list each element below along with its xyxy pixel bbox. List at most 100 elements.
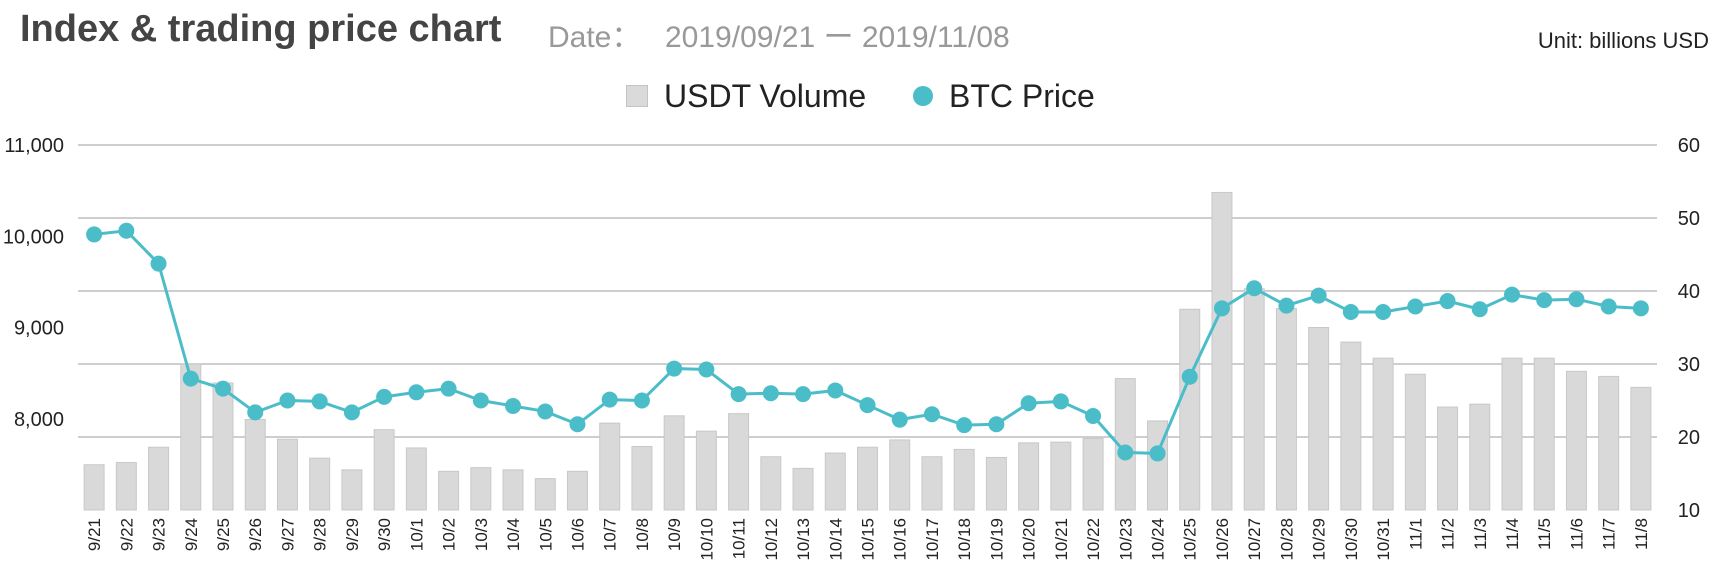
btc-price-point xyxy=(1117,444,1134,461)
x-axis-tick-label: 11/8 xyxy=(1632,518,1651,550)
btc-price-point xyxy=(1052,393,1069,410)
volume-bar xyxy=(212,382,234,511)
legend-item-btc-price[interactable]: BTC Price xyxy=(913,74,1095,118)
legend-dot-swatch-icon xyxy=(913,86,933,106)
volume-bar xyxy=(438,470,460,511)
x-axis-tick-label: 10/5 xyxy=(536,518,555,551)
volume-bar xyxy=(1469,403,1491,511)
volume-bar xyxy=(1308,327,1330,511)
volume-bar xyxy=(1372,357,1394,511)
btc-price-point xyxy=(1568,291,1585,308)
btc-price-point xyxy=(150,255,167,272)
right-axis-tick-label: 10 xyxy=(1678,500,1700,522)
x-axis-tick-label: 10/13 xyxy=(794,518,813,561)
left-axis-tick-label: 8,000 xyxy=(14,409,64,431)
x-axis-tick-label: 10/28 xyxy=(1277,518,1296,561)
volume-bar xyxy=(566,470,588,511)
btc-price-point xyxy=(730,386,747,403)
x-axis-tick-label: 10/6 xyxy=(568,518,587,551)
btc-price-point xyxy=(1181,368,1198,385)
btc-price-point xyxy=(1600,298,1617,315)
x-axis-tick-label: 10/24 xyxy=(1149,518,1168,561)
btc-price-point xyxy=(1342,303,1359,320)
volume-bar xyxy=(1437,406,1459,511)
btc-price-point xyxy=(795,386,812,403)
volume-bar xyxy=(276,438,298,511)
btc-price-point xyxy=(537,403,554,420)
volume-bar xyxy=(309,457,331,511)
volume-bar xyxy=(1179,308,1201,511)
x-axis-tick-label: 10/30 xyxy=(1342,518,1361,561)
x-axis-tick-label: 10/8 xyxy=(633,518,652,551)
chart-title: Index & trading price chart xyxy=(20,8,502,50)
x-axis-tick-label: 9/21 xyxy=(85,518,104,551)
volume-bar xyxy=(1018,442,1040,511)
volume-bar xyxy=(792,467,814,511)
btc-price-point xyxy=(1278,297,1295,314)
legend-label-usdt-volume: USDT Volume xyxy=(664,77,867,114)
x-axis-tick-label: 10/14 xyxy=(826,518,845,561)
x-axis-tick-label: 10/23 xyxy=(1116,518,1135,561)
volume-bar xyxy=(1598,375,1620,511)
btc-price-point xyxy=(1407,298,1424,315)
x-axis-tick-label: 10/2 xyxy=(440,518,459,551)
btc-price-point xyxy=(118,222,135,239)
x-axis-tick-label: 9/23 xyxy=(150,518,169,551)
volume-bar xyxy=(534,478,556,511)
btc-price-point xyxy=(859,397,876,414)
legend: USDT Volume BTC Price xyxy=(0,74,1721,118)
volume-bar xyxy=(1404,373,1426,511)
volume-bar xyxy=(985,456,1007,511)
volume-bar xyxy=(728,413,750,511)
volume-bar xyxy=(148,446,170,511)
x-axis-tick-label: 10/21 xyxy=(1052,518,1071,561)
volume-bar xyxy=(1082,437,1104,511)
volume-bar xyxy=(760,456,782,511)
btc-price-point xyxy=(666,360,683,377)
btc-price-point xyxy=(1632,300,1649,317)
btc-price-point xyxy=(182,370,199,387)
volume-bar xyxy=(470,467,492,511)
left-axis-tick-label: 9,000 xyxy=(14,318,64,340)
x-axis-tick-label: 11/4 xyxy=(1503,518,1522,550)
volume-bar xyxy=(83,464,105,511)
x-axis-tick-label: 10/29 xyxy=(1310,518,1329,561)
btc-price-point xyxy=(698,361,715,378)
x-axis-tick-label: 11/5 xyxy=(1535,518,1554,550)
btc-price-point xyxy=(762,385,779,402)
x-axis-tick-label: 11/1 xyxy=(1406,518,1425,550)
unit-label: Unit: billions USD xyxy=(1537,28,1709,53)
volume-bar xyxy=(631,445,653,511)
btc-price-point xyxy=(1375,303,1392,320)
x-axis-tick-label: 9/22 xyxy=(117,518,136,551)
volume-bar xyxy=(663,415,685,511)
right-axis-tick-label: 20 xyxy=(1678,427,1700,449)
x-axis-tick-label: 11/2 xyxy=(1439,518,1458,550)
x-axis-tick-label: 10/12 xyxy=(762,518,781,561)
btc-price-point xyxy=(633,392,650,409)
legend-item-usdt-volume[interactable]: USDT Volume xyxy=(626,74,866,118)
volume-bar xyxy=(244,418,266,511)
btc-price-point xyxy=(408,384,425,401)
btc-price-point xyxy=(86,226,103,243)
btc-price-point xyxy=(311,393,328,410)
x-axis-tick-label: 10/22 xyxy=(1084,518,1103,561)
x-axis-tick-label: 10/25 xyxy=(1181,518,1200,561)
btc-price-point xyxy=(215,380,232,397)
right-axis-tick-label: 30 xyxy=(1678,354,1700,376)
x-axis-tick-label: 10/1 xyxy=(407,518,426,551)
x-axis-tick-label: 10/11 xyxy=(730,518,749,559)
volume-bar xyxy=(373,429,395,511)
x-axis-tick-label: 9/25 xyxy=(214,518,233,551)
btc-price-point xyxy=(1020,395,1037,412)
btc-price-point xyxy=(988,416,1005,433)
btc-price-point xyxy=(601,391,618,408)
x-axis-tick-label: 10/20 xyxy=(1020,518,1039,561)
btc-price-point xyxy=(1471,301,1488,318)
x-axis-tick-label: 10/18 xyxy=(955,518,974,561)
x-axis-tick-label: 9/29 xyxy=(343,518,362,551)
volume-bar xyxy=(599,422,621,511)
x-axis-tick-label: 9/26 xyxy=(246,518,265,551)
x-axis-tick-label: 10/19 xyxy=(987,518,1006,561)
